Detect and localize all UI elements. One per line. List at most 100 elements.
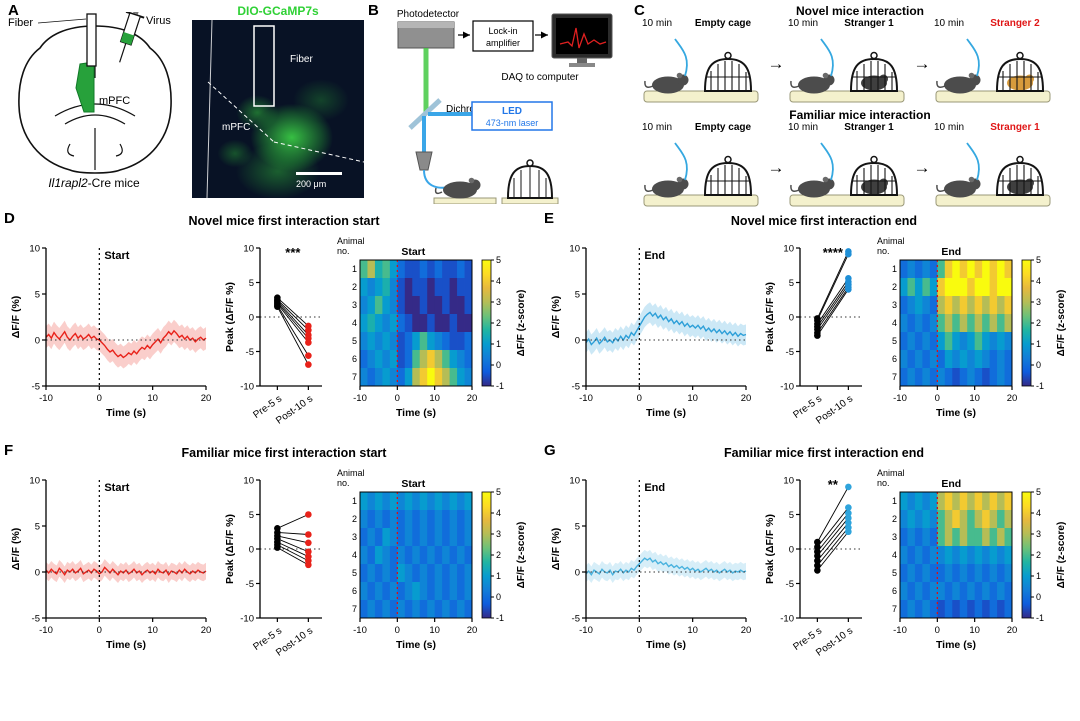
svg-text:-1: -1 — [496, 381, 504, 391]
svg-text:-1: -1 — [1036, 613, 1044, 623]
svg-text:10: 10 — [783, 476, 794, 487]
y-axis-label: ΔF/F (%) — [550, 528, 562, 571]
mean-trace — [45, 566, 207, 577]
event-label: End — [941, 478, 961, 490]
mpfc-region — [75, 61, 95, 113]
svg-text:0: 0 — [637, 625, 642, 636]
post-data-point — [305, 531, 312, 538]
error-band — [586, 549, 746, 584]
y-axis-label: Peak (ΔF/F %) — [764, 282, 776, 352]
svg-text:5: 5 — [249, 510, 254, 521]
panel-letter-c: C — [634, 2, 645, 19]
event-label: End — [644, 250, 665, 262]
svg-text:0: 0 — [935, 625, 940, 636]
panel-f: F Familiar mice first interaction start … — [4, 442, 536, 678]
pre-data-point — [814, 567, 821, 574]
post-data-point — [305, 511, 312, 518]
animal-number: 3 — [352, 532, 357, 542]
dichroic-mirror — [408, 98, 442, 130]
error-band — [46, 319, 206, 369]
brain-outline — [18, 25, 172, 174]
stage-name: Empty cage — [694, 18, 752, 29]
svg-text:20: 20 — [201, 625, 212, 636]
post-data-point — [845, 250, 852, 258]
photodetector-label: Photodetector — [397, 9, 460, 20]
animal-number: 6 — [892, 354, 897, 364]
panel-g-title: Familiar mice first interaction end — [723, 446, 925, 460]
y-axis-label: Peak (ΔF/F %) — [224, 282, 236, 352]
svg-text:4: 4 — [496, 508, 501, 518]
svg-text:-5: -5 — [246, 347, 254, 358]
mean-trace — [45, 329, 207, 359]
mouse-tray — [433, 197, 497, 205]
post-data-point — [845, 528, 852, 536]
colorbar-label: ΔF/F (z-score) — [1056, 290, 1067, 357]
svg-text:10: 10 — [429, 393, 440, 404]
svg-text:4: 4 — [1036, 508, 1041, 518]
pre-data-point — [814, 552, 821, 560]
animal-number: 7 — [892, 372, 897, 382]
stage-name: Stranger 1 — [844, 122, 894, 133]
heatmap-cells — [900, 260, 1013, 387]
svg-text:10: 10 — [29, 244, 40, 255]
svg-text:20: 20 — [467, 393, 478, 404]
panel-a: Fiber Virus mPFC Il1rapl2-Cre mice DIO-G… — [0, 0, 366, 208]
svg-text:-10: -10 — [240, 614, 254, 625]
svg-text:5: 5 — [1036, 487, 1041, 497]
svg-text:10: 10 — [147, 625, 158, 636]
svg-text:-5: -5 — [572, 614, 580, 625]
svg-text:10: 10 — [147, 393, 158, 404]
svg-text:5: 5 — [575, 290, 580, 301]
animal-number: 5 — [352, 336, 357, 346]
svg-text:-10: -10 — [893, 393, 907, 404]
svg-text:4: 4 — [1036, 276, 1041, 286]
row-axis-label: Animal — [877, 236, 905, 246]
svg-text:-5: -5 — [786, 347, 794, 358]
svg-text:10: 10 — [569, 476, 580, 487]
virus-construct-title: DIO-GCaMP7s — [237, 4, 319, 18]
svg-text:0: 0 — [97, 625, 102, 636]
svg-text:5: 5 — [496, 255, 501, 265]
svg-text:-1: -1 — [496, 613, 504, 623]
stage-stranger1-again: 10 min Stranger 1 — [934, 122, 1056, 214]
trace-plot: Start -5 0 5 10 -10 0 10 20 Time (s) ΔF/F (%) — [10, 244, 211, 420]
panel-g: G Familiar mice first interaction end En… — [544, 442, 1076, 678]
animal-number: 1 — [892, 264, 897, 274]
panel-letter-f: F — [4, 442, 14, 459]
post-data-point — [845, 483, 852, 491]
event-label: Start — [401, 246, 425, 258]
svg-text:10: 10 — [429, 625, 440, 636]
fiber-implant — [86, 13, 97, 67]
svg-text:2: 2 — [496, 550, 501, 560]
animal-number: 5 — [892, 568, 897, 578]
svg-text:no.: no. — [877, 478, 890, 488]
svg-text:-5: -5 — [246, 579, 254, 590]
stage-icon — [643, 38, 759, 103]
svg-text:20: 20 — [741, 393, 752, 404]
stage-stranger1: 10 min Stranger 1 — [788, 122, 910, 214]
cre-line-suffix: -Cre mice — [87, 176, 140, 190]
x-axis-label: Time (s) — [106, 407, 146, 419]
post-data-point — [305, 361, 312, 368]
svg-text:3: 3 — [496, 529, 501, 539]
colorbar-label: ΔF/F (z-score) — [516, 522, 527, 589]
x-axis-label: Time (s) — [646, 639, 686, 651]
post-data-point — [305, 339, 312, 346]
post-data-point — [305, 539, 312, 547]
trace-plot: End -5 0 5 10 -10 0 10 20 Time (s) ΔF/F (%) — [550, 244, 752, 420]
stage-stranger1: 10 min Stranger 1 — [788, 18, 910, 110]
x-axis-label: Time (s) — [396, 639, 436, 651]
panel-letter-b: B — [368, 2, 379, 19]
virus-label: Virus — [146, 15, 171, 27]
svg-text:5: 5 — [575, 522, 580, 533]
y-axis-label: ΔF/F (%) — [10, 528, 22, 571]
significance-stars: ** — [828, 477, 839, 492]
svg-text:5: 5 — [789, 510, 794, 521]
animal-number: 3 — [892, 300, 897, 310]
pre-data-point — [814, 543, 821, 551]
pre-data-point — [274, 303, 281, 310]
svg-text:0: 0 — [575, 568, 580, 579]
stage-duration: 10 min — [934, 122, 965, 133]
